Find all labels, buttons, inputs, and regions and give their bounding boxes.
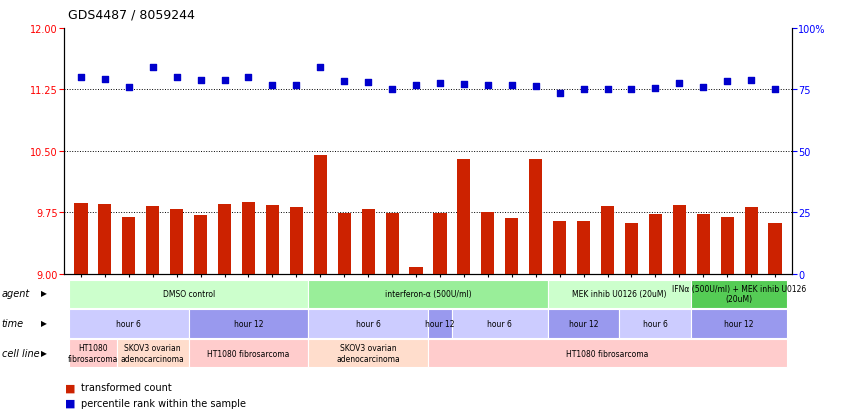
Bar — [625, 223, 638, 274]
Text: agent: agent — [2, 288, 30, 298]
Text: transformed count: transformed count — [81, 382, 172, 392]
Bar — [266, 206, 279, 274]
Point — [601, 86, 615, 93]
Bar — [721, 218, 734, 274]
Point — [673, 81, 687, 87]
Bar — [769, 223, 782, 274]
Point — [265, 83, 279, 90]
Text: hour 6: hour 6 — [356, 319, 381, 328]
Point — [409, 83, 423, 90]
Text: percentile rank within the sample: percentile rank within the sample — [81, 398, 247, 408]
Bar — [505, 218, 519, 274]
Point — [529, 84, 543, 90]
Bar — [146, 206, 159, 274]
Point — [721, 79, 734, 85]
Point — [697, 85, 710, 91]
Bar — [457, 160, 471, 274]
Bar — [218, 205, 231, 274]
Text: HT1080 fibrosarcoma: HT1080 fibrosarcoma — [207, 349, 289, 358]
Point — [146, 65, 159, 71]
Point — [505, 83, 519, 90]
Text: hour 12: hour 12 — [425, 319, 455, 328]
Point — [577, 87, 591, 94]
Bar — [170, 210, 183, 274]
Point — [433, 81, 447, 87]
Point — [193, 77, 207, 84]
Text: time: time — [2, 318, 24, 328]
Text: HT1080
fibrosarcoma: HT1080 fibrosarcoma — [68, 344, 118, 363]
Text: ■: ■ — [65, 398, 75, 408]
Bar — [649, 214, 662, 274]
Bar — [122, 217, 135, 274]
Text: MEK inhib U0126 (20uM): MEK inhib U0126 (20uM) — [572, 290, 667, 298]
Bar — [577, 221, 590, 274]
Point — [241, 75, 255, 81]
Text: hour 12: hour 12 — [569, 319, 598, 328]
Point — [457, 81, 471, 88]
Point — [217, 77, 231, 84]
Text: hour 12: hour 12 — [234, 319, 264, 328]
Point — [553, 90, 567, 97]
Point — [289, 83, 303, 90]
Point — [313, 65, 327, 71]
Bar — [745, 207, 758, 274]
Text: hour 12: hour 12 — [724, 319, 754, 328]
Text: ▶: ▶ — [41, 318, 47, 328]
Point — [625, 87, 639, 94]
Text: IFNα (500U/ml) + MEK inhib U0126
(20uM): IFNα (500U/ml) + MEK inhib U0126 (20uM) — [672, 284, 806, 304]
Point — [385, 87, 399, 94]
Text: SKOV3 ovarian
adenocarcinoma: SKOV3 ovarian adenocarcinoma — [336, 344, 400, 363]
Point — [768, 87, 782, 94]
Bar — [673, 206, 686, 274]
Text: hour 6: hour 6 — [116, 319, 141, 328]
Text: SKOV3 ovarian
adenocarcinoma: SKOV3 ovarian adenocarcinoma — [121, 344, 185, 363]
Point — [649, 85, 663, 92]
Text: hour 6: hour 6 — [487, 319, 512, 328]
Bar — [409, 268, 423, 274]
Point — [481, 82, 495, 89]
Bar — [697, 214, 710, 274]
Point — [74, 75, 88, 81]
Bar — [433, 214, 447, 274]
Bar — [290, 208, 303, 274]
Bar — [337, 214, 351, 274]
Point — [361, 80, 375, 86]
Text: ▶: ▶ — [41, 348, 47, 357]
Point — [98, 76, 112, 83]
Bar — [313, 156, 327, 274]
Text: interferon-α (500U/ml): interferon-α (500U/ml) — [384, 290, 472, 298]
Bar — [553, 222, 566, 274]
Text: ■: ■ — [65, 382, 75, 392]
Bar — [194, 215, 207, 274]
Bar — [601, 206, 614, 274]
Point — [337, 79, 351, 85]
Bar — [242, 202, 255, 274]
Bar — [385, 214, 399, 274]
Text: GDS4487 / 8059244: GDS4487 / 8059244 — [68, 8, 195, 21]
Point — [122, 85, 135, 91]
Text: cell line: cell line — [2, 348, 39, 358]
Text: hour 6: hour 6 — [643, 319, 668, 328]
Bar — [98, 205, 111, 274]
Point — [744, 78, 758, 85]
Text: DMSO control: DMSO control — [163, 290, 215, 298]
Bar — [74, 203, 87, 274]
Bar — [361, 210, 375, 274]
Text: HT1080 fibrosarcoma: HT1080 fibrosarcoma — [567, 349, 649, 358]
Bar — [529, 160, 543, 274]
Text: ▶: ▶ — [41, 289, 47, 298]
Point — [169, 75, 183, 81]
Bar — [481, 213, 495, 274]
